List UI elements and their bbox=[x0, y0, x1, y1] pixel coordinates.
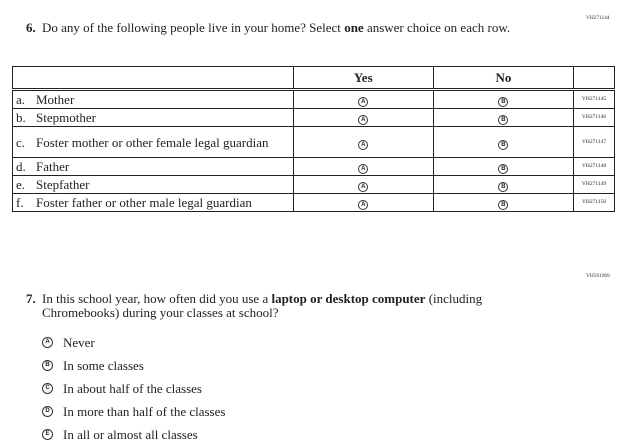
question-emphasis: one bbox=[344, 20, 364, 35]
no-radio-bubble[interactable]: B bbox=[498, 182, 509, 192]
table-row: d. Father A B VH271148 bbox=[12, 157, 615, 176]
radio-bubble[interactable]: D bbox=[42, 406, 53, 417]
row-text: Stepfather bbox=[36, 177, 90, 192]
row-label: f. Foster father or other male legal guar… bbox=[12, 193, 294, 212]
answer-option[interactable]: E In all or almost all classes bbox=[42, 423, 225, 446]
row-text: Foster father or other male legal guardi… bbox=[36, 195, 252, 210]
item-code: VH271148 bbox=[573, 157, 615, 176]
option-label: Never bbox=[63, 334, 95, 350]
answer-option[interactable]: C In about half of the classes bbox=[42, 377, 225, 400]
row-text: Father bbox=[36, 159, 70, 174]
yes-radio-bubble[interactable]: A bbox=[358, 97, 369, 107]
row-label: c. Foster mother or other female legal gu… bbox=[12, 126, 294, 158]
item-code: VH271145 bbox=[573, 89, 615, 109]
answer-grid: Yes No a. Mother A B VH271145 b. Stepmother… bbox=[12, 66, 615, 212]
answer-option[interactable]: D In more than half of the classes bbox=[42, 400, 225, 423]
option-label: In some classes bbox=[63, 357, 144, 373]
no-radio-bubble[interactable]: B bbox=[498, 97, 509, 107]
row-letter: e. bbox=[16, 177, 26, 192]
question-number: 6. bbox=[26, 20, 36, 35]
item-code: VH591969 bbox=[586, 273, 610, 279]
question-text: In this school year, how often did you u… bbox=[42, 291, 272, 306]
row-letter: b. bbox=[16, 110, 26, 125]
answer-option[interactable]: B In some classes bbox=[42, 354, 225, 377]
row-text: Stepmother bbox=[36, 110, 96, 125]
table-row: b. Stepmother A B VH271146 bbox=[12, 108, 615, 127]
question-number: 7. bbox=[26, 291, 36, 306]
item-code: VH271150 bbox=[573, 193, 615, 212]
column-header bbox=[12, 66, 294, 91]
row-label: b. Stepmother bbox=[12, 108, 294, 127]
row-letter: d. bbox=[16, 159, 26, 174]
column-header bbox=[573, 66, 615, 91]
item-code: VH271149 bbox=[573, 175, 615, 194]
row-text: Mother bbox=[36, 92, 75, 107]
table-row: a. Mother A B VH271145 bbox=[12, 89, 615, 109]
question-text: answer choice on each row. bbox=[363, 20, 511, 35]
radio-bubble[interactable]: C bbox=[42, 383, 53, 394]
yes-radio-bubble[interactable]: A bbox=[358, 182, 369, 192]
row-label: e. Stepfather bbox=[12, 175, 294, 194]
yes-radio-bubble[interactable]: A bbox=[358, 139, 369, 150]
no-radio-bubble[interactable]: B bbox=[498, 139, 509, 150]
answer-options: A Never B In some classes C In about half of … bbox=[42, 331, 225, 446]
yes-radio-bubble[interactable]: A bbox=[358, 200, 369, 210]
row-letter: f. bbox=[16, 195, 24, 210]
no-radio-bubble[interactable]: B bbox=[498, 200, 509, 210]
yes-radio-bubble[interactable]: A bbox=[358, 115, 369, 125]
row-letter: a. bbox=[16, 92, 26, 107]
table-row: f. Foster father or other male legal guar… bbox=[12, 193, 615, 212]
answer-option[interactable]: A Never bbox=[42, 331, 225, 354]
question-text: (including Chromebooks) during your clas… bbox=[42, 291, 483, 320]
question-7: 7. In this school year, how often did yo… bbox=[26, 292, 546, 320]
radio-bubble[interactable]: B bbox=[42, 360, 53, 371]
row-letter: c. bbox=[16, 134, 26, 150]
yes-radio-bubble[interactable]: A bbox=[358, 164, 369, 174]
option-label: In about half of the classes bbox=[63, 380, 202, 396]
item-code: VH271146 bbox=[573, 108, 615, 127]
radio-bubble[interactable]: E bbox=[42, 429, 53, 440]
row-label: d. Father bbox=[12, 157, 294, 176]
table-row: c. Foster mother or other female legal gu… bbox=[12, 126, 615, 158]
column-header-yes: Yes bbox=[292, 66, 434, 91]
question-emphasis: laptop or desktop computer bbox=[271, 291, 426, 306]
no-radio-bubble[interactable]: B bbox=[498, 115, 509, 125]
radio-bubble[interactable]: A bbox=[42, 337, 53, 348]
column-header-no: No bbox=[432, 66, 575, 91]
table-row: e. Stepfather A B VH271149 bbox=[12, 175, 615, 194]
no-radio-bubble[interactable]: B bbox=[498, 164, 509, 174]
option-label: In more than half of the classes bbox=[63, 403, 226, 419]
row-text: Foster mother or other female legal guar… bbox=[36, 134, 269, 150]
row-label: a. Mother bbox=[12, 89, 294, 109]
question-text: Do any of the following people live in y… bbox=[42, 20, 345, 35]
option-label: In all or almost all classes bbox=[63, 426, 198, 442]
item-code: VH271147 bbox=[573, 126, 615, 158]
question-6: 6. Do any of the following people live i… bbox=[26, 21, 546, 35]
item-code: VH271144 bbox=[586, 15, 610, 21]
